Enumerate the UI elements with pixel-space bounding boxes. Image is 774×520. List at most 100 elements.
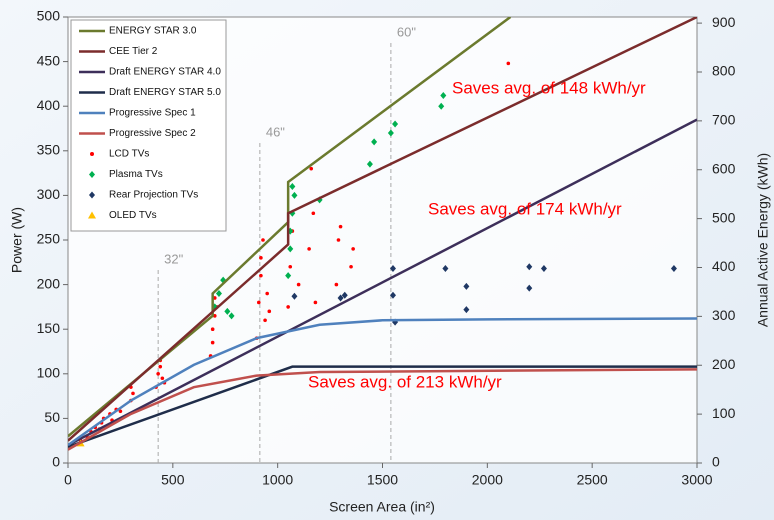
reference-label: 46" [266, 124, 285, 139]
y-tick-label: 450 [37, 52, 61, 68]
point [259, 273, 263, 278]
legend-label: Rear Projection TVs [109, 190, 198, 201]
point [463, 282, 470, 290]
legend-box [70, 19, 227, 232]
x-tick-label: 1000 [262, 472, 293, 488]
y-tick-label: 100 [37, 365, 61, 381]
point [371, 138, 378, 146]
y2-tick-label: 500 [712, 209, 736, 225]
y2-tick-label: 400 [712, 258, 736, 274]
series-line [68, 317, 697, 447]
y2-tick-label: 800 [712, 63, 736, 79]
point [291, 191, 298, 199]
legend-label: CEE Tier 2 [109, 46, 158, 57]
point [131, 391, 135, 396]
point [261, 238, 265, 242]
point [286, 305, 290, 309]
point [526, 263, 533, 271]
legend-swatch [90, 152, 94, 156]
point [210, 340, 215, 345]
point [311, 211, 316, 216]
point [540, 265, 547, 273]
point [291, 292, 298, 300]
point [351, 247, 355, 251]
legend-swatch [89, 171, 95, 178]
point [267, 309, 272, 314]
point [338, 224, 343, 229]
point [392, 120, 399, 128]
x-tick-label: 500 [161, 472, 185, 488]
point [336, 238, 341, 242]
annotation: Saves avg. of 174 kWh/yr [428, 199, 622, 218]
point [263, 318, 267, 323]
legend-label: Progressive Spec 2 [109, 128, 196, 139]
x-axis-title: Screen Area (in²) [329, 499, 435, 515]
y2-tick-label: 900 [712, 14, 736, 30]
point [337, 294, 344, 302]
y-tick-label: 150 [37, 320, 61, 336]
y-axis-title: Power (W) [9, 207, 25, 273]
y-tick-label: 200 [37, 275, 61, 291]
point [224, 307, 231, 315]
point [506, 61, 511, 66]
y2-axis-title: Annual Active Energy (kWh) [755, 153, 771, 327]
point [670, 265, 677, 273]
y-tick-label: 350 [37, 142, 61, 158]
point [289, 182, 296, 190]
y-tick-label: 250 [37, 231, 61, 247]
reference-label: 32" [164, 251, 183, 266]
legend-swatch [88, 211, 96, 219]
legend-label: LCD TVs [109, 149, 149, 160]
y-tick-label: 400 [37, 97, 61, 113]
series-line [68, 365, 697, 449]
y-tick-label: 50 [44, 409, 60, 425]
point [389, 291, 396, 299]
point [215, 290, 222, 298]
x-tick-label: 3000 [681, 472, 712, 488]
point [228, 312, 235, 320]
y-tick-label: 500 [37, 8, 61, 24]
y2-tick-label: 200 [712, 356, 736, 372]
point [389, 265, 396, 273]
point [387, 129, 394, 137]
point [313, 300, 318, 305]
y-tick-label: 300 [37, 186, 61, 202]
series-line [68, 118, 697, 447]
series-line [68, 17, 697, 442]
point [307, 247, 311, 251]
point [309, 166, 314, 171]
point [156, 372, 160, 376]
point [210, 327, 215, 332]
legend-label: Draft ENERGY STAR 4.0 [109, 67, 221, 78]
legend-label: OLED TVs [109, 210, 157, 221]
point [463, 306, 470, 314]
point [160, 376, 165, 381]
reference-label: 60" [397, 24, 416, 39]
y2-tick-label: 700 [712, 112, 736, 128]
y2-tick-label: 0 [712, 454, 720, 470]
legend-label: Plasma TVs [109, 169, 163, 180]
point [158, 364, 163, 369]
legend-label: ENERGY STAR 3.0 [109, 26, 197, 37]
point [442, 265, 449, 273]
point [349, 264, 353, 269]
point [440, 91, 447, 99]
point [265, 291, 269, 296]
legend-label: Draft ENERGY STAR 5.0 [109, 87, 221, 98]
y2-tick-label: 100 [712, 405, 736, 421]
point [334, 282, 339, 287]
series-line [68, 17, 512, 438]
legend-label: Progressive Spec 1 [109, 108, 196, 119]
point [526, 284, 533, 292]
x-tick-label: 1500 [367, 472, 398, 488]
point [288, 264, 293, 269]
plot-layer [68, 17, 697, 451]
point [287, 245, 294, 253]
y-tick-label: 0 [52, 454, 60, 470]
point [366, 160, 373, 168]
y2-tick-label: 300 [712, 307, 736, 323]
annotation: Saves avg. of 148 kWh/yr [452, 78, 646, 97]
x-tick-label: 2500 [577, 472, 608, 488]
point [341, 291, 348, 299]
